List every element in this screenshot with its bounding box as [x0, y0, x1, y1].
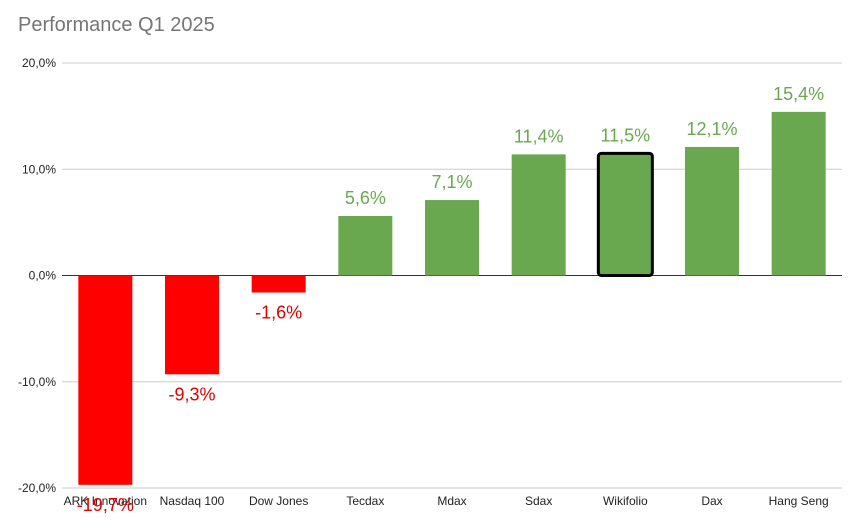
data-label: 12,1% — [686, 119, 737, 139]
bar — [685, 146, 739, 276]
data-label: 5,6% — [345, 188, 386, 208]
bar — [78, 275, 133, 485]
y-tick-label: 20,0% — [22, 56, 56, 70]
chart-title: Performance Q1 2025 — [18, 14, 215, 36]
category-label: ARK Innovation — [64, 494, 147, 508]
bar — [338, 216, 393, 276]
bar — [771, 111, 826, 276]
data-label: 11,5% — [600, 125, 650, 145]
y-tick-label: 10,0% — [22, 162, 56, 176]
y-tick-label: -10,0% — [18, 375, 56, 389]
bar — [251, 275, 306, 293]
bar — [596, 151, 654, 277]
data-label: -9,3% — [168, 384, 215, 404]
category-label: Dax — [701, 494, 722, 508]
category-label: Nasdaq 100 — [160, 494, 225, 508]
category-label: Tecdax — [346, 494, 384, 508]
category-label: Sdax — [525, 494, 552, 508]
y-tick-label: -20,0% — [18, 481, 56, 495]
data-label: 15,4% — [773, 84, 824, 104]
y-tick-label: 0,0% — [29, 269, 57, 283]
category-label: Mdax — [437, 494, 466, 508]
data-label: 11,4% — [514, 126, 564, 146]
data-label: 7,1% — [431, 172, 472, 192]
bar — [511, 154, 566, 276]
data-label: -19,7% — [77, 495, 134, 515]
category-label: Wikifolio — [603, 494, 648, 508]
category-label: Hang Seng — [769, 494, 829, 508]
category-label: Dow Jones — [249, 494, 308, 508]
data-label: -1,6% — [255, 303, 302, 323]
bar — [425, 200, 479, 276]
bar — [165, 275, 219, 375]
